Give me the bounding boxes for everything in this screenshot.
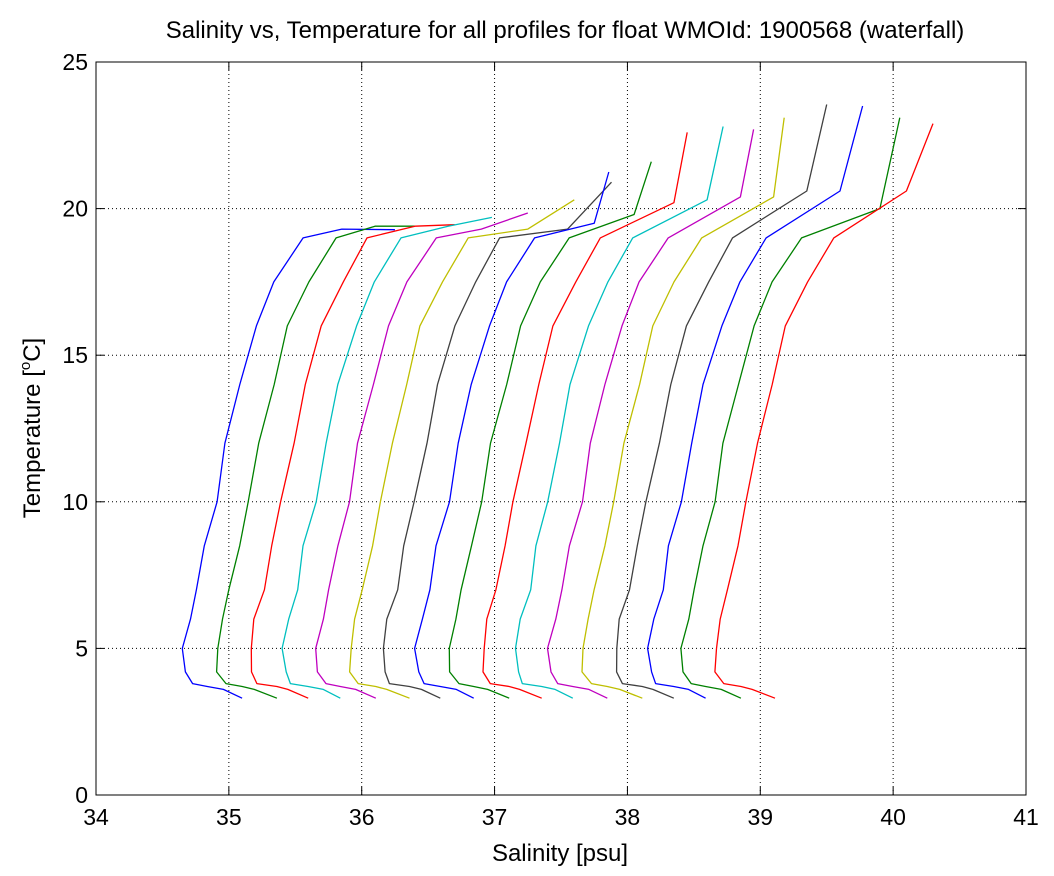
y-tick-label: 25 [62, 49, 88, 75]
profile-line-4 [281, 216, 493, 699]
y-tick-label: 15 [62, 342, 88, 368]
axis-ticks: 34 35 36 37 38 39 40 41 0 5 10 15 20 25 [62, 49, 1038, 830]
profile-line-5 [315, 212, 529, 699]
x-tick-label: 40 [880, 804, 906, 830]
profile-line-2 [215, 225, 415, 699]
x-tick-label: 37 [482, 804, 508, 830]
profile-line-16 [680, 117, 901, 699]
profile-line-17 [714, 123, 934, 699]
y-tick-label: 20 [62, 196, 88, 222]
profile-line-10 [482, 132, 688, 699]
profile-line-13 [581, 117, 785, 699]
y-axis-label-superscript: o [17, 362, 34, 370]
x-axis-label: Salinity [psu] [492, 840, 628, 867]
x-tick-label: 34 [83, 804, 109, 830]
profile-line-11 [514, 126, 724, 699]
profile-line-6 [348, 199, 575, 699]
profile-line-7 [382, 181, 612, 699]
x-tick-label: 35 [216, 804, 242, 830]
x-tick-label: 36 [349, 804, 375, 830]
profile-line-9 [448, 161, 652, 699]
profile-line-1 [181, 228, 395, 699]
chart-title: Salinity vs, Temperature for all profile… [166, 17, 965, 44]
x-tick-label: 39 [747, 804, 773, 830]
y-axis-label-text: Temperature [ [19, 370, 46, 518]
profile-line-14 [615, 104, 828, 699]
y-tick-label: 0 [75, 782, 88, 808]
x-tick-label: 38 [615, 804, 641, 830]
profile-line-12 [546, 129, 755, 699]
profile-line-8 [413, 171, 610, 699]
y-axis-label: Temperature [oC] [17, 338, 46, 518]
x-tick-label: 41 [1013, 804, 1039, 830]
series-layer [181, 104, 934, 699]
y-tick-label: 5 [75, 635, 88, 661]
y-axis-label-tail: C] [19, 338, 46, 362]
plot-frame [95, 61, 1027, 796]
profile-line-3 [250, 224, 455, 699]
y-tick-label: 10 [62, 489, 88, 515]
profile-line-15 [646, 105, 864, 699]
